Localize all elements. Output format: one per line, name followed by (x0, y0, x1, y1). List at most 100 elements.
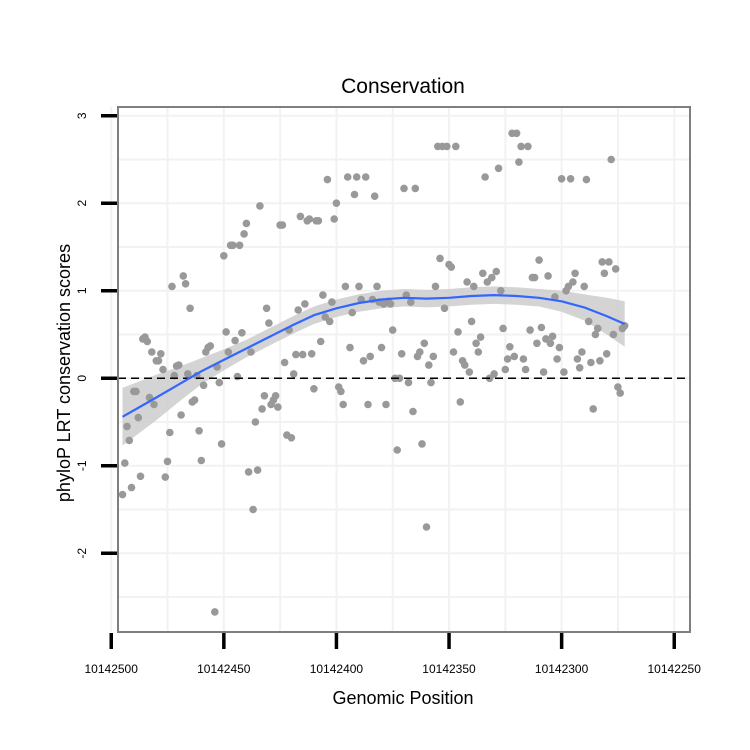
data-point (184, 370, 192, 378)
data-point (497, 287, 505, 295)
data-point (328, 298, 336, 306)
data-point (605, 258, 613, 266)
data-point (510, 352, 519, 361)
data-point (404, 378, 413, 387)
data-point (593, 324, 602, 333)
data-point (566, 175, 575, 183)
data-point (600, 269, 609, 278)
data-point (560, 368, 568, 376)
data-point (262, 304, 271, 313)
data-point (506, 343, 514, 351)
data-point (607, 155, 615, 164)
data-point (121, 459, 129, 467)
data-point (350, 190, 359, 199)
y-tick-label: 0 (75, 375, 89, 382)
data-point (118, 490, 127, 499)
confidence-ribbon-layer (122, 286, 625, 446)
data-point (199, 381, 208, 390)
x-tick-label: 10142300 (535, 662, 589, 676)
data-point (377, 343, 386, 352)
data-point (512, 129, 521, 138)
data-point (251, 418, 260, 426)
data-point (454, 328, 462, 336)
data-point (235, 241, 244, 250)
data-point (240, 230, 248, 238)
x-tick-label: 10142400 (310, 662, 364, 676)
data-point (148, 348, 156, 356)
data-point (325, 317, 334, 326)
data-point (341, 282, 350, 291)
x-tick-label: 10142350 (422, 662, 476, 676)
data-point (373, 282, 381, 291)
data-point (440, 304, 449, 313)
data-point (332, 199, 341, 207)
data-point (361, 173, 370, 181)
data-point (492, 267, 501, 276)
data-point (517, 142, 525, 151)
data-point (569, 278, 577, 286)
data-point (233, 372, 242, 381)
data-point (530, 273, 539, 282)
data-point (301, 300, 309, 308)
data-point (253, 466, 262, 474)
data-point (123, 422, 131, 431)
data-point (393, 446, 402, 454)
data-point (289, 370, 298, 378)
data-point (159, 365, 167, 374)
data-point (449, 348, 458, 356)
y-axis-title: phyloP LRT conservation scores (54, 244, 74, 502)
data-point (422, 523, 431, 531)
data-point (179, 272, 188, 280)
data-point (177, 411, 185, 419)
data-point (280, 358, 289, 367)
data-point (359, 357, 368, 365)
data-point (163, 457, 172, 466)
data-point (278, 221, 287, 229)
data-point (481, 173, 489, 181)
data-point (584, 317, 593, 326)
data-point (479, 269, 487, 278)
data-point (463, 278, 471, 286)
data-point (143, 337, 152, 346)
data-point (575, 364, 584, 372)
data-point (418, 440, 426, 448)
data-point (323, 175, 332, 184)
data-point (217, 440, 226, 448)
data-point (157, 350, 165, 358)
data-point (544, 272, 552, 280)
data-point (307, 350, 316, 358)
data-point (490, 370, 498, 378)
data-point (314, 217, 323, 225)
data-point (319, 291, 327, 299)
data-point (260, 392, 269, 400)
data-point (609, 330, 618, 339)
x-axis-title: Genomic Position (332, 688, 473, 708)
data-point (382, 400, 390, 409)
data-point (476, 333, 485, 341)
data-point (429, 352, 438, 361)
data-point (526, 326, 534, 334)
data-point (292, 350, 300, 359)
data-point (555, 343, 564, 352)
data-point (370, 192, 379, 200)
data-point (427, 378, 435, 387)
data-point (589, 405, 597, 413)
data-point (274, 403, 282, 411)
data-point (364, 400, 372, 409)
data-point (238, 329, 246, 337)
chart-title: Conservation (341, 75, 465, 98)
data-point (134, 413, 143, 422)
data-point (247, 348, 255, 356)
data-point (447, 263, 456, 271)
data-point (186, 304, 194, 313)
data-point (346, 343, 354, 352)
data-point (296, 212, 305, 221)
data-point (602, 350, 611, 358)
data-point (539, 368, 548, 376)
smooth-curve-layer (121, 294, 626, 418)
data-point (294, 306, 303, 314)
data-point (150, 400, 158, 409)
data-point (521, 365, 530, 374)
